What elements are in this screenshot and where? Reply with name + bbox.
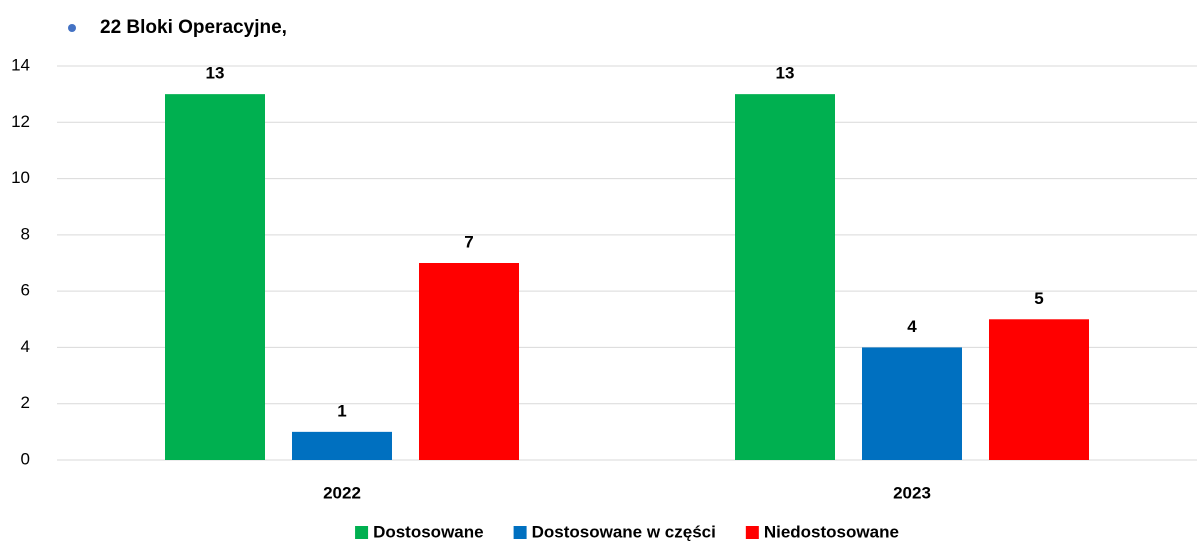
y-tick-label: 4 (21, 337, 30, 356)
bar (735, 94, 835, 461)
data-label: 1 (337, 401, 346, 420)
y-tick-label: 2 (21, 393, 30, 412)
bar (989, 319, 1089, 460)
legend-label: Niedostosowane (764, 522, 899, 541)
x-tick-label: 2022 (323, 483, 361, 502)
y-tick-label: 10 (11, 168, 30, 187)
y-tick-label: 14 (11, 55, 30, 74)
legend-swatch (513, 526, 527, 539)
data-label: 5 (1034, 289, 1043, 308)
x-tick-label: 2023 (893, 483, 931, 502)
title-bullet (68, 24, 76, 32)
data-label: 7 (464, 232, 473, 251)
y-tick-label: 12 (11, 112, 30, 131)
data-label: 4 (907, 317, 917, 336)
legend-label: Dostosowane w części (532, 522, 716, 541)
chart-title: 22 Bloki Operacyjne, (100, 17, 287, 38)
data-label: 13 (776, 64, 795, 83)
y-tick-label: 8 (21, 224, 30, 243)
bar (419, 263, 519, 460)
data-label: 13 (206, 64, 225, 83)
legend-swatch (355, 526, 369, 539)
bar (292, 431, 392, 460)
bar (862, 347, 962, 460)
legend-swatch (745, 526, 759, 539)
bar (165, 94, 265, 461)
legend-label: Dostosowane (373, 522, 484, 541)
y-tick-label: 0 (21, 449, 30, 468)
y-tick-label: 6 (21, 281, 30, 300)
